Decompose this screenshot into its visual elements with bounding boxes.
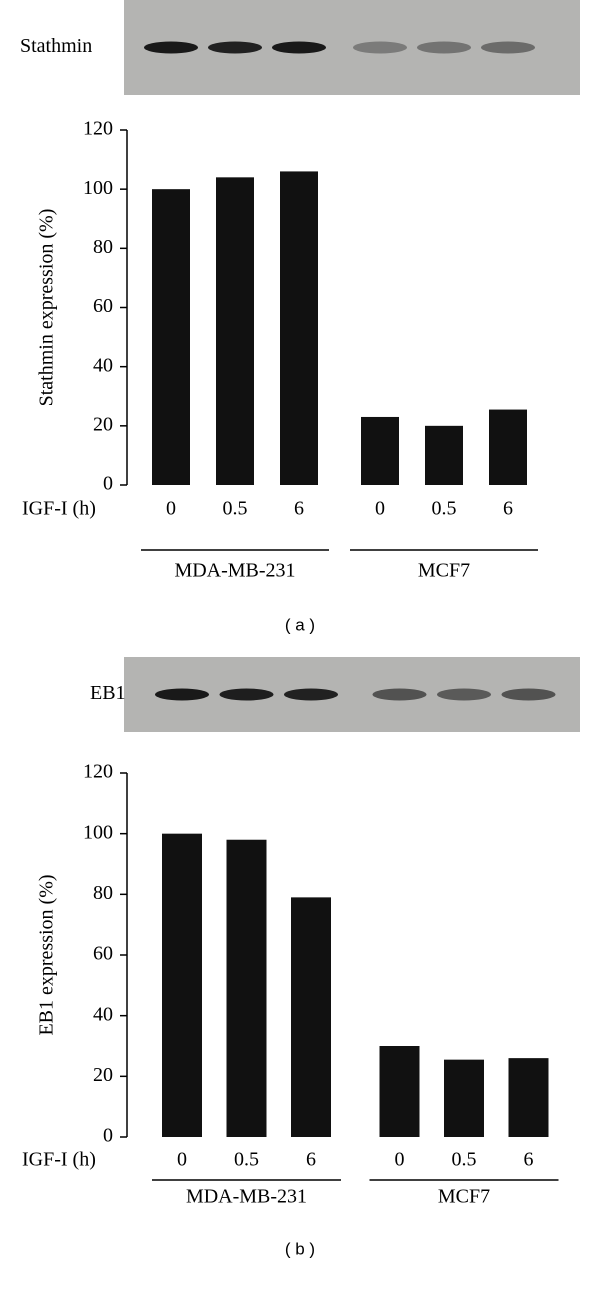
y-tick-label: 20 [93,413,113,435]
y-tick-label: 60 [93,943,113,965]
x-tick-label: 0 [166,498,176,520]
x-tick-label: 6 [306,1149,316,1171]
bar [226,839,267,1137]
blot-band [481,41,535,54]
blot [124,0,580,95]
blot-band [284,688,338,701]
x-tick-label: 6 [524,1149,534,1171]
x-tick-label: 0.5 [234,1149,259,1171]
y-tick-label: 100 [83,177,113,199]
blot-label: EB1 [90,682,126,704]
blot-band [155,688,209,701]
group-label: MCF7 [438,1186,490,1208]
y-tick-label: 80 [93,236,113,258]
blot-label: Stathmin [20,35,92,57]
x-tick-label: 6 [503,498,513,520]
y-tick-label: 120 [83,118,113,140]
x-axis-label: IGF-I (h) [22,1149,96,1171]
bar [444,1059,484,1137]
caption: ( a ) [285,615,315,634]
bar [508,1058,549,1137]
y-tick-label: 40 [93,354,113,376]
blot-band [144,41,198,54]
bar [152,189,190,485]
blot-band [219,688,274,701]
bar [379,1046,420,1137]
x-tick-label: 0 [375,498,385,520]
y-axis-label: Stathmin expression (%) [36,209,58,407]
bar [291,897,331,1137]
y-tick-label: 40 [93,1003,113,1025]
bar [280,171,318,485]
blot-band [417,41,471,54]
y-tick-label: 20 [93,1064,113,1086]
y-tick-label: 0 [103,1125,113,1147]
x-tick-label: 0 [395,1149,405,1171]
blot-band [353,41,407,54]
blot-band [272,41,326,54]
group-label: MDA-MB-231 [174,560,295,582]
bar [489,409,527,485]
bar [162,833,202,1137]
bar [425,425,463,485]
blot-band [372,688,427,701]
y-tick-label: 80 [93,882,113,904]
y-tick-label: 100 [83,821,113,843]
x-tick-label: 0.5 [223,498,248,520]
x-tick-label: 0.5 [432,498,457,520]
group-label: MCF7 [418,560,470,582]
blot-band [437,688,491,701]
x-tick-label: 6 [294,498,304,520]
bar [361,416,399,485]
y-tick-label: 0 [103,473,113,495]
y-tick-label: 60 [93,295,113,317]
blot-band [501,688,556,701]
x-axis-label: IGF-I (h) [22,498,96,520]
x-tick-label: 0 [177,1149,187,1171]
bar [216,177,254,486]
x-tick-label: 0.5 [452,1149,477,1171]
group-label: MDA-MB-231 [186,1186,307,1208]
y-axis-label: EB1 expression (%) [36,874,58,1035]
blot-band [208,41,262,54]
y-tick-label: 120 [83,761,113,783]
caption: ( b ) [285,1239,315,1258]
